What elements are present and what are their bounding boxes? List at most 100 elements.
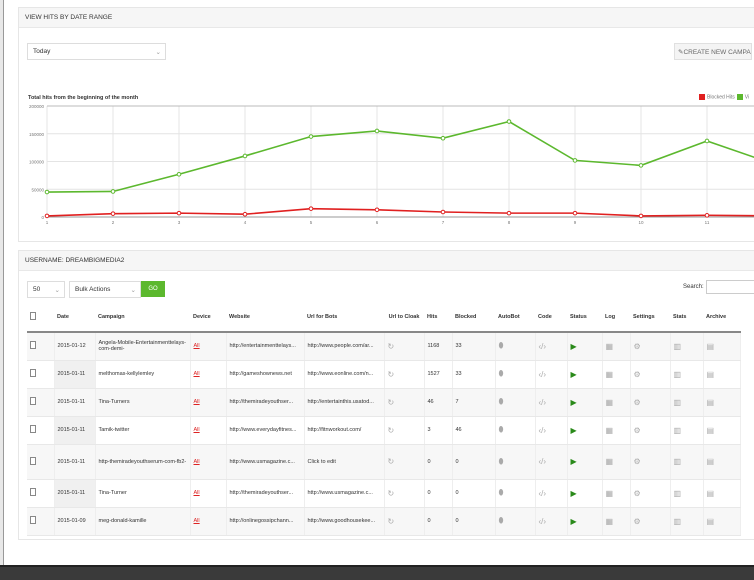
go-button[interactable]: GO bbox=[141, 281, 165, 297]
column-header-url-to-cloak[interactable]: Url to Cloak bbox=[384, 302, 424, 333]
row-checkbox[interactable] bbox=[27, 360, 55, 389]
code-button[interactable]: ‹/› bbox=[535, 332, 568, 361]
device-link[interactable]: All bbox=[190, 360, 227, 389]
url-for-bots-cell[interactable]: http://fitnworkout.com/ bbox=[304, 416, 385, 445]
row-checkbox[interactable] bbox=[27, 416, 55, 445]
column-header-log[interactable]: Log bbox=[602, 302, 630, 333]
cloak-toggle[interactable]: ↻ bbox=[384, 388, 425, 417]
autobot-button[interactable]: ⬮ bbox=[495, 416, 536, 445]
per-page-select[interactable]: 50 ⌄ bbox=[27, 281, 65, 298]
status-button[interactable]: ▶ bbox=[567, 444, 603, 480]
status-button[interactable]: ▶ bbox=[567, 507, 603, 536]
log-button[interactable]: ▦ bbox=[602, 507, 631, 536]
row-checkbox[interactable] bbox=[27, 507, 55, 536]
log-button[interactable]: ▦ bbox=[602, 360, 631, 389]
column-header-hits[interactable]: Hits bbox=[424, 302, 452, 333]
campaign-cell[interactable]: Tamik-twitter bbox=[95, 416, 191, 445]
autobot-button[interactable]: ⬮ bbox=[495, 444, 536, 480]
column-header-archive[interactable]: Archive bbox=[703, 302, 740, 333]
archive-button[interactable]: ▤ bbox=[703, 388, 741, 417]
url-for-bots-cell[interactable]: http://entertainthis.usatod... bbox=[304, 388, 385, 417]
settings-button[interactable]: ⚙ bbox=[630, 444, 671, 480]
column-header-device[interactable]: Device bbox=[190, 302, 226, 333]
autobot-button[interactable]: ⬮ bbox=[495, 507, 536, 536]
status-button[interactable]: ▶ bbox=[567, 416, 603, 445]
column-header-blocked[interactable]: Blocked bbox=[452, 302, 495, 333]
log-button[interactable]: ▦ bbox=[602, 444, 631, 480]
status-button[interactable]: ▶ bbox=[567, 388, 603, 417]
cloak-toggle[interactable]: ↻ bbox=[384, 444, 425, 480]
row-checkbox[interactable] bbox=[27, 479, 55, 508]
stats-button[interactable]: ▥ bbox=[670, 416, 704, 445]
archive-button[interactable]: ▤ bbox=[703, 444, 741, 480]
url-for-bots-cell[interactable]: http://www.people.com/ar... bbox=[304, 332, 385, 361]
device-link[interactable]: All bbox=[190, 388, 227, 417]
column-header-campaign[interactable]: Campaign bbox=[95, 302, 190, 333]
stats-button[interactable]: ▥ bbox=[670, 507, 704, 536]
stats-button[interactable]: ▥ bbox=[670, 444, 704, 480]
settings-button[interactable]: ⚙ bbox=[630, 416, 671, 445]
settings-button[interactable]: ⚙ bbox=[630, 360, 671, 389]
cloak-toggle[interactable]: ↻ bbox=[384, 507, 425, 536]
column-header-code[interactable]: Code bbox=[535, 302, 567, 333]
archive-button[interactable]: ▤ bbox=[703, 332, 741, 361]
log-button[interactable]: ▦ bbox=[602, 479, 631, 508]
search-input[interactable] bbox=[706, 280, 754, 294]
device-value[interactable]: All bbox=[193, 458, 200, 465]
row-checkbox[interactable] bbox=[27, 388, 55, 417]
log-button[interactable]: ▦ bbox=[602, 332, 631, 361]
autobot-button[interactable]: ⬮ bbox=[495, 388, 536, 417]
cloak-toggle[interactable]: ↻ bbox=[384, 479, 425, 508]
code-button[interactable]: ‹/› bbox=[535, 479, 568, 508]
stats-button[interactable]: ▥ bbox=[670, 388, 704, 417]
status-button[interactable]: ▶ bbox=[567, 360, 603, 389]
column-header-status[interactable]: Status bbox=[567, 302, 602, 333]
stats-button[interactable]: ▥ bbox=[670, 479, 704, 508]
campaign-cell[interactable]: Angela-Mobile-Entertainmenttelays-com-de… bbox=[95, 332, 191, 361]
device-link[interactable]: All bbox=[190, 507, 227, 536]
column-header-website[interactable]: Website bbox=[226, 302, 304, 333]
autobot-button[interactable]: ⬮ bbox=[495, 332, 536, 361]
bulk-actions-select[interactable]: Bulk Actions ⌄ bbox=[69, 281, 141, 298]
url-for-bots-cell[interactable]: http://www.usmagazine.c... bbox=[304, 479, 385, 508]
campaign-cell[interactable]: Tina-Turners bbox=[95, 388, 191, 417]
settings-button[interactable]: ⚙ bbox=[630, 507, 671, 536]
column-header-url-for-bots[interactable]: Url for Bots bbox=[304, 302, 384, 333]
code-button[interactable]: ‹/› bbox=[535, 416, 568, 445]
device-link[interactable]: All bbox=[190, 332, 227, 361]
column-header-autobot[interactable]: AutoBot bbox=[495, 302, 535, 333]
device-value[interactable]: All bbox=[193, 427, 200, 433]
column-header-stats[interactable]: Stats bbox=[670, 302, 703, 333]
cloak-toggle[interactable]: ↻ bbox=[384, 416, 425, 445]
log-button[interactable]: ▦ bbox=[602, 416, 631, 445]
settings-button[interactable]: ⚙ bbox=[630, 332, 671, 361]
cloak-toggle[interactable]: ↻ bbox=[384, 332, 425, 361]
device-value[interactable]: All bbox=[193, 399, 200, 405]
log-button[interactable]: ▦ bbox=[602, 388, 631, 417]
settings-button[interactable]: ⚙ bbox=[630, 479, 671, 508]
device-link[interactable]: All bbox=[190, 444, 227, 480]
column-header-settings[interactable]: Settings bbox=[630, 302, 670, 333]
select-all-checkbox[interactable] bbox=[27, 302, 54, 333]
column-header-date[interactable]: Date bbox=[54, 302, 95, 333]
code-button[interactable]: ‹/› bbox=[535, 444, 568, 480]
url-for-bots-cell[interactable]: http://www.goodhousekee... bbox=[304, 507, 385, 536]
status-button[interactable]: ▶ bbox=[567, 332, 603, 361]
device-value[interactable]: All bbox=[193, 490, 200, 496]
device-value[interactable]: All bbox=[193, 343, 200, 350]
device-link[interactable]: All bbox=[190, 479, 227, 508]
url-for-bots-cell[interactable]: Click to edit bbox=[304, 444, 385, 480]
campaign-cell[interactable]: http-themiradeyouthserum-com-fb2- bbox=[95, 444, 191, 480]
device-link[interactable]: All bbox=[190, 416, 227, 445]
stats-button[interactable]: ▥ bbox=[670, 332, 704, 361]
code-button[interactable]: ‹/› bbox=[535, 360, 568, 389]
autobot-button[interactable]: ⬮ bbox=[495, 479, 536, 508]
archive-button[interactable]: ▤ bbox=[703, 479, 741, 508]
campaign-cell[interactable]: meg-donald-kamille bbox=[95, 507, 191, 536]
row-checkbox[interactable] bbox=[27, 332, 55, 361]
device-value[interactable]: All bbox=[193, 371, 200, 377]
settings-button[interactable]: ⚙ bbox=[630, 388, 671, 417]
archive-button[interactable]: ▤ bbox=[703, 416, 741, 445]
code-button[interactable]: ‹/› bbox=[535, 388, 568, 417]
autobot-button[interactable]: ⬮ bbox=[495, 360, 536, 389]
